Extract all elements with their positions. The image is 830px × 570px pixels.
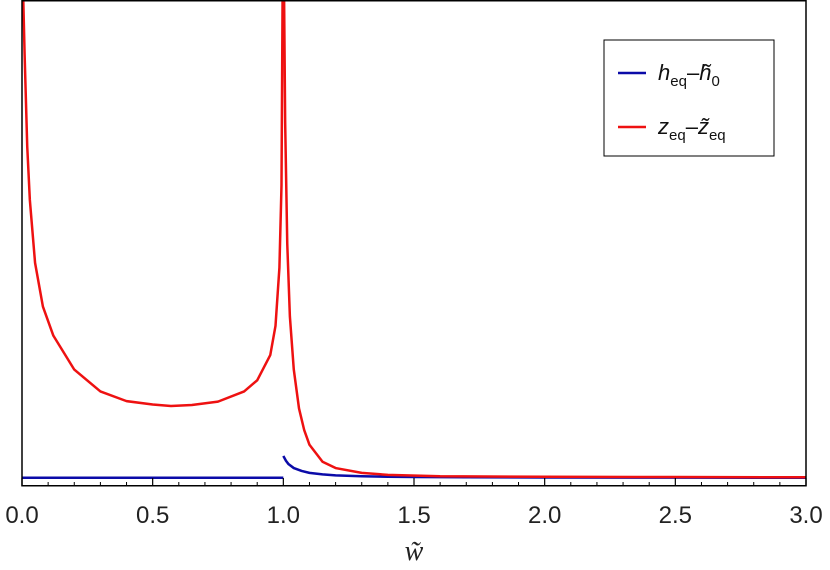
legend-label-z: zeq–z̃eq bbox=[657, 114, 726, 144]
legend-box bbox=[603, 39, 775, 157]
series-line-z-segment-0 bbox=[22, 1, 284, 408]
legend-label-h: heq–h̃0 bbox=[658, 60, 720, 90]
x-tick-label: 2.0 bbox=[528, 502, 561, 529]
x-axis-ticks bbox=[21, 478, 807, 486]
x-tick-label: 0.5 bbox=[136, 502, 169, 529]
x-tick-label: 0.0 bbox=[5, 502, 38, 529]
series-line-h-segment-1 bbox=[282, 455, 806, 479]
x-axis-tick-labels: 0.0 0.5 1.0 1.5 2.0 2.5 3.0 bbox=[5, 502, 822, 529]
x-tick-label: 3.0 bbox=[789, 502, 822, 529]
series-line-z-segment-1 bbox=[282, 1, 806, 479]
x-tick-label: 2.5 bbox=[659, 502, 692, 529]
x-axis-label: w̃ bbox=[405, 536, 424, 567]
legend: heq–h̃0 zeq–z̃eq bbox=[603, 39, 775, 157]
x-tick-label: 1.0 bbox=[267, 502, 300, 529]
x-tick-label: 1.5 bbox=[397, 502, 430, 529]
